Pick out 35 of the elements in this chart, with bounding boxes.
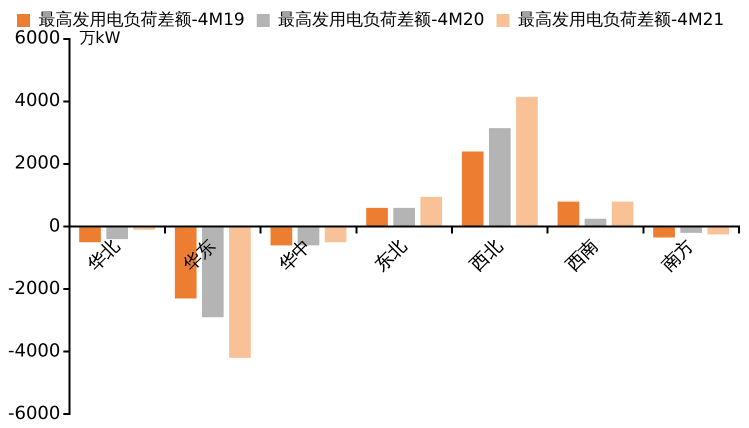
x-tick-label: 华东 — [179, 235, 220, 276]
bar — [79, 228, 101, 242]
bar — [270, 228, 292, 246]
bar — [707, 228, 730, 234]
bar — [106, 228, 128, 240]
bar — [366, 208, 388, 226]
y-tick-label: -2000 — [8, 278, 60, 299]
y-tick-label: 6000 — [14, 28, 60, 49]
y-axis-title: 万kW — [79, 28, 121, 48]
bar — [393, 208, 415, 226]
y-tick-label: 2000 — [14, 152, 60, 174]
y-tick-label: 4000 — [14, 90, 60, 112]
bar — [516, 96, 538, 226]
x-tick-label: 西北 — [466, 235, 507, 276]
legend-label: 最高发用电负荷差额-4M19 — [38, 10, 245, 30]
legend-label: 最高发用电负荷差额-4M20 — [278, 10, 484, 30]
bar — [612, 202, 634, 226]
bar — [558, 202, 580, 226]
bar — [488, 128, 511, 226]
bar — [229, 228, 251, 358]
y-tick-label: 0 — [48, 215, 60, 236]
bar — [462, 152, 484, 226]
y-tick-label: -4000 — [8, 340, 60, 362]
y-tick-label: -6000 — [8, 402, 60, 424]
bar — [420, 196, 442, 226]
x-tick-label: 南方 — [658, 235, 698, 276]
bar — [324, 228, 346, 242]
bar — [653, 228, 675, 238]
legend-label: 最高发用电负荷差额-4M21 — [518, 10, 724, 30]
x-tick-label: 华中 — [275, 235, 316, 276]
bar — [680, 228, 702, 233]
bar — [584, 218, 606, 226]
x-tick-label: 华北 — [84, 235, 124, 276]
x-tick-label: 东北 — [370, 235, 411, 276]
x-tick-label: 西南 — [562, 235, 602, 276]
